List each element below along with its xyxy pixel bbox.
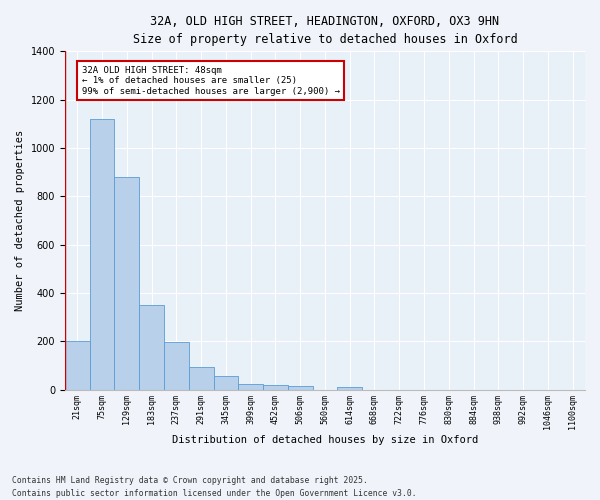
Bar xyxy=(337,387,362,390)
Bar xyxy=(263,385,288,390)
Bar xyxy=(139,305,164,390)
Bar xyxy=(288,386,313,390)
X-axis label: Distribution of detached houses by size in Oxford: Distribution of detached houses by size … xyxy=(172,435,478,445)
Bar xyxy=(89,119,115,390)
Bar xyxy=(164,342,189,390)
Bar xyxy=(189,366,214,390)
Y-axis label: Number of detached properties: Number of detached properties xyxy=(15,130,25,311)
Title: 32A, OLD HIGH STREET, HEADINGTON, OXFORD, OX3 9HN
Size of property relative to d: 32A, OLD HIGH STREET, HEADINGTON, OXFORD… xyxy=(133,15,517,46)
Bar xyxy=(65,342,89,390)
Text: Contains HM Land Registry data © Crown copyright and database right 2025.
Contai: Contains HM Land Registry data © Crown c… xyxy=(12,476,416,498)
Bar xyxy=(214,376,238,390)
Bar xyxy=(238,384,263,390)
Text: 32A OLD HIGH STREET: 48sqm
← 1% of detached houses are smaller (25)
99% of semi-: 32A OLD HIGH STREET: 48sqm ← 1% of detac… xyxy=(82,66,340,96)
Bar xyxy=(115,177,139,390)
